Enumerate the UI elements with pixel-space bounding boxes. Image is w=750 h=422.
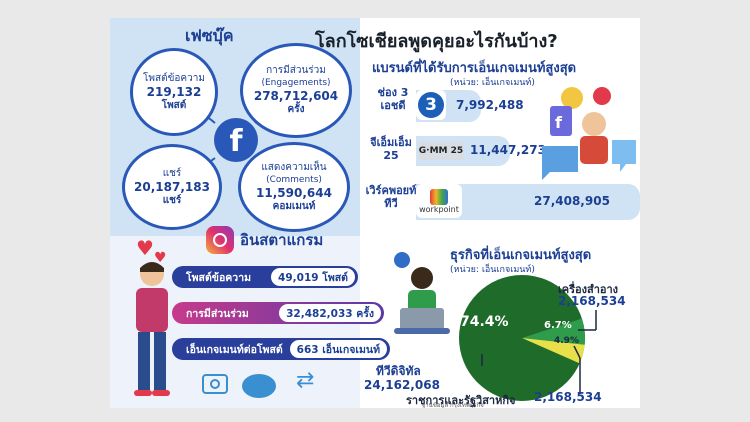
heart-icon-small: ♥ — [154, 250, 167, 266]
business-heading: ธุรกิจที่เอ็นเกจเมนท์สูงสุด — [450, 248, 592, 263]
ig-row-engagements-label: การมีส่วนร่วม — [186, 307, 249, 320]
fb-comments-bubble: แสดงความเห็น (Comments) 11,590,644 คอมเม… — [238, 142, 350, 232]
ch3-logo-icon: 3 — [416, 90, 446, 120]
bar-value-gmm: 11,447,273 — [470, 143, 546, 157]
workpoint-logo-text: workpoint — [419, 204, 459, 214]
fb-comments-unit: คอมเมนท์ — [272, 200, 316, 212]
facebook-heading: เฟซบุ๊ค — [185, 26, 234, 45]
infographic: เฟซบุ๊ค โพสต์ข้อความ 219,132 โพสต์ การมี… — [110, 18, 640, 408]
fb-posts-bubble: โพสต์ข้อความ 219,132 โพสต์ — [130, 48, 218, 136]
pie-label-government-percent: 4.9% — [554, 336, 579, 346]
instagram-heading: อินสตาแกรม — [240, 231, 324, 249]
person-illustration — [134, 262, 170, 396]
fb-posts-value: 219,132 — [146, 84, 202, 99]
ig-row-posts-label: โพสต์ข้อความ — [186, 271, 252, 284]
bar-value-workpoint: 27,408,905 — [534, 194, 610, 208]
pie-value-cosmetics: 2,168,534 — [558, 294, 626, 308]
instagram-logo-icon — [206, 226, 234, 254]
pie-name-digital-tv: ทีวีดิจิทัล — [376, 364, 421, 378]
heart-icon: ♥ — [136, 236, 154, 260]
pie-slice-government — [522, 338, 585, 364]
fb-shares-label: แชร์ — [162, 167, 182, 179]
source-credit: ฐานข้อมูล กรุงเทพธุรกิจ — [422, 402, 484, 408]
pie-name-government: ราชการและรัฐวิสาหกิจ — [406, 394, 516, 407]
brand-label-ch3: ช่อง 3 เอชดี — [377, 86, 409, 112]
brands-heading: แบรนด์ที่ได้รับการเอ็นเกจเมนท์สูงสุด — [372, 61, 577, 76]
pie-value-government: 2,168,534 — [534, 390, 602, 404]
chat-bubble-icon — [242, 374, 276, 398]
ig-row-engagements: การมีส่วนร่วม 32,482,033 ครั้ง — [172, 302, 384, 324]
fb-comments-label: แสดงความเห็น — [261, 161, 327, 173]
brand-label-workpoint: เวิร์คพอยท์ ทีวี — [365, 184, 417, 210]
business-pie-chart — [110, 18, 640, 408]
camera-icon — [202, 374, 228, 394]
social-phone-illustration: f — [542, 87, 636, 180]
pie-svg — [459, 275, 597, 401]
bar-value-ch3: 7,992,488 — [456, 98, 524, 112]
fb-posts-unit: โพสต์ — [161, 99, 187, 111]
pie-value-digital-tv: 24,162,068 — [364, 378, 440, 392]
fb-engagements-value: 278,712,604 — [253, 89, 339, 103]
ig-row-per-post-label: เอ็นเกจเมนท์ต่อโพสต์ — [186, 343, 283, 356]
fb-comments-label2: (Comments) — [266, 174, 322, 185]
laptop-person-illustration — [394, 252, 450, 334]
fb-comments-value: 11,590,644 — [256, 185, 332, 200]
fb-engagements-bubble: การมีส่วนร่วม (Engagements) 278,712,604 … — [240, 43, 352, 138]
brands-unit: (หน่วย: เอ็นเกจเมนท์) — [450, 78, 535, 88]
page-title: โลกโซเชียลพูดคุยอะไรกันบ้าง? — [315, 31, 558, 52]
workpoint-logo-icon: workpoint — [416, 184, 462, 218]
pie-slice-cosmetics — [522, 318, 585, 345]
brand-label-gmm: จีเอ็มเอ็ม 25 — [370, 136, 412, 162]
fb-engagements-unit: ครั้ง — [287, 104, 305, 115]
pie-name-cosmetics: เครื่องสำอาง — [558, 283, 619, 296]
gmm25-logo-icon: G·MM 25 — [418, 142, 464, 160]
fb-engagements-label: การมีส่วนร่วม — [266, 65, 326, 76]
ig-row-posts: โพสต์ข้อความ 49,019 โพสต์ — [172, 266, 358, 288]
fb-posts-label: โพสต์ข้อความ — [143, 72, 205, 84]
svg-text:f: f — [555, 113, 563, 132]
ig-row-posts-value: 49,019 โพสต์ — [271, 268, 355, 286]
share-arrows-icon: ⇄ — [296, 368, 315, 393]
fb-shares-value: 20,187,183 — [134, 179, 210, 194]
pie-label-cosmetics-percent: 6.7% — [544, 320, 572, 331]
ig-row-per-post-value: 663 เอ็นเกจเมนท์ — [289, 340, 387, 358]
ig-row-engagements-value: 32,482,033 ครั้ง — [279, 304, 381, 322]
pie-label-digital-tv-percent: 74.4% — [460, 314, 509, 330]
fb-shares-unit: แชร์ — [162, 194, 182, 206]
business-unit: (หน่วย: เอ็นเกจเมนท์) — [450, 265, 535, 275]
ig-row-per-post: เอ็นเกจเมนท์ต่อโพสต์ 663 เอ็นเกจเมนท์ — [172, 338, 390, 360]
fb-engagements-label2: (Engagements) — [261, 78, 331, 88]
fb-shares-bubble: แชร์ 20,187,183 แชร์ — [122, 144, 222, 230]
brands-bar-chart: 7,992,488 11,447,273 27,408,905 — [110, 18, 640, 236]
leader-government — [573, 345, 581, 359]
facebook-logo-icon: f — [214, 118, 258, 162]
